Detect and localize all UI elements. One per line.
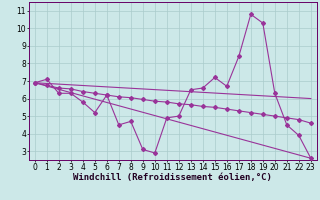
X-axis label: Windchill (Refroidissement éolien,°C): Windchill (Refroidissement éolien,°C): [73, 173, 272, 182]
